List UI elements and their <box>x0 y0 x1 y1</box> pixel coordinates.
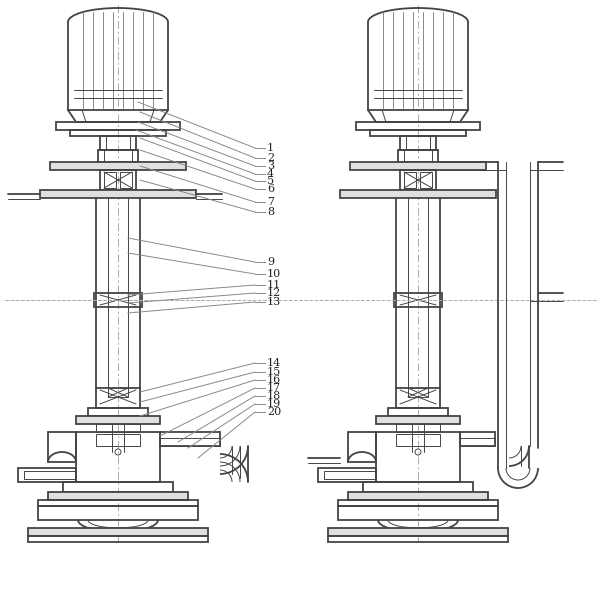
Bar <box>50 162 186 170</box>
Bar <box>63 482 173 492</box>
Bar <box>396 388 440 408</box>
Bar <box>356 122 480 130</box>
Bar <box>348 492 488 500</box>
Text: 1: 1 <box>267 143 274 153</box>
Bar <box>48 492 188 500</box>
Bar <box>96 388 140 408</box>
Bar <box>363 482 473 492</box>
Bar <box>88 408 148 416</box>
Bar <box>348 432 376 462</box>
Text: 11: 11 <box>267 280 281 290</box>
Bar <box>370 130 466 136</box>
Bar <box>338 506 498 520</box>
Bar <box>76 416 160 424</box>
Bar <box>108 388 128 397</box>
Bar <box>338 500 498 506</box>
Bar <box>28 528 208 536</box>
Bar <box>420 172 432 188</box>
Bar <box>96 424 140 432</box>
Bar <box>404 172 416 188</box>
Text: 8: 8 <box>267 207 274 217</box>
Bar <box>100 170 136 190</box>
Text: 12: 12 <box>267 288 281 298</box>
Bar <box>324 471 376 479</box>
Text: 4: 4 <box>267 169 274 179</box>
Bar <box>396 424 440 432</box>
Bar <box>38 506 198 520</box>
Bar <box>328 528 508 536</box>
Text: 7: 7 <box>267 197 274 207</box>
Text: 2: 2 <box>267 153 274 163</box>
Bar <box>94 293 142 307</box>
Bar <box>48 432 76 462</box>
Bar <box>96 434 140 446</box>
Text: 6: 6 <box>267 184 274 194</box>
Bar <box>376 416 460 424</box>
Bar <box>460 432 495 446</box>
Bar <box>408 388 428 397</box>
Bar <box>100 136 136 150</box>
Bar <box>460 438 495 446</box>
Bar <box>76 432 160 482</box>
Bar <box>40 190 196 198</box>
Text: 10: 10 <box>267 269 281 279</box>
Bar <box>376 432 460 482</box>
Bar <box>56 122 180 130</box>
Bar <box>18 468 76 482</box>
Text: 14: 14 <box>267 358 281 368</box>
Bar <box>388 408 448 416</box>
Bar <box>120 172 132 188</box>
Bar <box>398 150 438 162</box>
Bar <box>350 162 486 170</box>
Text: 3: 3 <box>267 161 274 171</box>
Text: 19: 19 <box>267 399 281 409</box>
Bar <box>328 536 508 542</box>
Text: 13: 13 <box>267 297 281 307</box>
Text: 5: 5 <box>267 176 274 186</box>
Text: 9: 9 <box>267 257 274 267</box>
Bar <box>28 536 208 542</box>
Text: 16: 16 <box>267 375 281 385</box>
Bar <box>160 438 220 446</box>
Bar <box>160 432 220 446</box>
Bar <box>98 150 138 162</box>
Bar <box>396 434 440 446</box>
Bar <box>400 170 436 190</box>
Text: 17: 17 <box>267 383 281 393</box>
Bar <box>38 500 198 506</box>
Text: 18: 18 <box>267 391 281 401</box>
Bar <box>70 130 166 136</box>
Text: 20: 20 <box>267 407 281 417</box>
Bar <box>104 172 116 188</box>
Bar <box>400 136 436 150</box>
Bar <box>394 293 442 307</box>
Bar <box>340 190 496 198</box>
Text: 15: 15 <box>267 367 281 377</box>
Bar <box>318 468 376 482</box>
Bar <box>24 471 76 479</box>
